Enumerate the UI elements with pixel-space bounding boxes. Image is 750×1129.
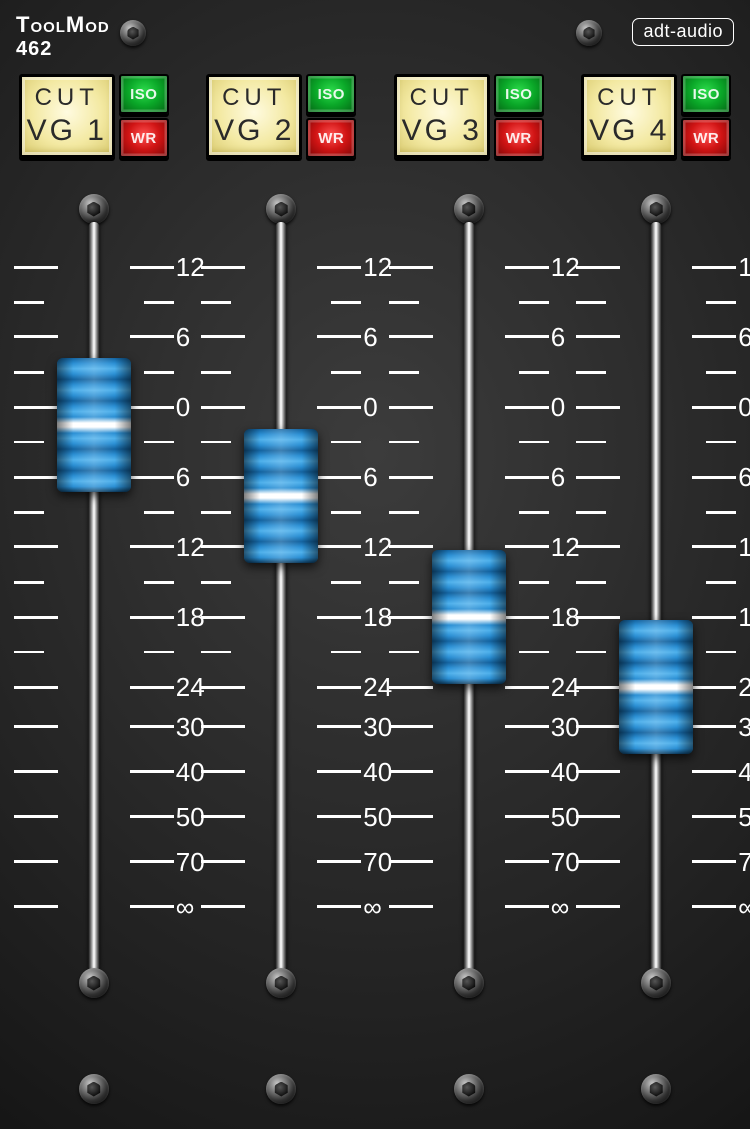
screw-icon <box>266 1074 296 1104</box>
panel-header: ToolMod 462 adt-audio <box>0 8 750 63</box>
screw-icon <box>266 194 296 224</box>
fader-rail <box>276 222 287 972</box>
model-name: ToolMod <box>16 12 110 38</box>
channel-vg3: CUTVG 3ISOWR1260612182430405070∞ <box>375 74 563 1129</box>
screw-icon <box>454 194 484 224</box>
channel-buttons: CUTVG 1ISOWR <box>19 74 169 158</box>
iso-button[interactable]: ISO <box>119 74 169 114</box>
model-number: 462 <box>16 38 110 61</box>
vg-label: VG 3 <box>402 114 482 148</box>
screw-icon <box>79 194 109 224</box>
fader-knob[interactable] <box>244 429 318 563</box>
fader-area: 1260612182430405070∞ <box>188 194 376 1099</box>
side-button-col: ISOWR <box>681 74 731 158</box>
wr-button[interactable]: WR <box>306 118 356 158</box>
channel-buttons: CUTVG 2ISOWR <box>206 74 356 158</box>
scale-label: 50 <box>738 802 750 833</box>
wr-button[interactable]: WR <box>494 118 544 158</box>
iso-button[interactable]: ISO <box>306 74 356 114</box>
vg-label: VG 2 <box>214 114 294 148</box>
company-block: adt-audio <box>632 18 734 46</box>
channel-vg4: CUTVG 4ISOWR1260612182430405070∞ <box>563 74 750 1129</box>
channel-vg1: CUTVG 1ISOWR1260612182430405070∞ <box>0 74 188 1129</box>
cut-label: CUT <box>597 84 661 112</box>
cut-label: CUT <box>410 84 474 112</box>
screw-icon <box>79 968 109 998</box>
scale-label: 0 <box>738 392 750 423</box>
iso-button[interactable]: ISO <box>494 74 544 114</box>
cut-label: CUT <box>222 84 286 112</box>
cut-button[interactable]: CUTVG 2 <box>206 74 302 158</box>
fader-area: 12 6 0 6 12 18 24 30 40 50 70 ∞ <box>563 194 750 1099</box>
screw-icon <box>454 968 484 998</box>
vg-label: VG 1 <box>27 114 107 148</box>
fader-area: 1260612182430405070∞ <box>0 194 188 1099</box>
vg-label: VG 4 <box>589 114 669 148</box>
fader-knob[interactable] <box>619 620 693 754</box>
channel-buttons: CUTVG 4ISOWR <box>581 74 731 158</box>
scale-label: 12 <box>738 532 750 563</box>
scale-label: 30 <box>738 712 750 743</box>
cut-button[interactable]: CUTVG 4 <box>581 74 677 158</box>
side-button-col: ISOWR <box>494 74 544 158</box>
screw-icon <box>641 968 671 998</box>
screw-icon <box>454 1074 484 1104</box>
iso-button[interactable]: ISO <box>681 74 731 114</box>
fader-area: 1260612182430405070∞ <box>375 194 563 1099</box>
fader-rail <box>88 222 99 972</box>
screw-icon <box>79 1074 109 1104</box>
channel-vg2: CUTVG 2ISOWR1260612182430405070∞ <box>188 74 376 1129</box>
cut-button[interactable]: CUTVG 1 <box>19 74 115 158</box>
scale-label: 18 <box>738 602 750 633</box>
screw-icon <box>120 20 146 46</box>
side-button-col: ISOWR <box>306 74 356 158</box>
channel-buttons: CUTVG 3ISOWR <box>394 74 544 158</box>
fader-rail <box>651 222 662 972</box>
cut-button[interactable]: CUTVG 3 <box>394 74 490 158</box>
screw-icon <box>266 968 296 998</box>
wr-button[interactable]: WR <box>681 118 731 158</box>
screw-icon <box>641 194 671 224</box>
scale-label: 6 <box>738 462 750 493</box>
screw-icon <box>576 20 602 46</box>
scale-label: 70 <box>738 847 750 878</box>
company-logo: adt-audio <box>632 18 734 46</box>
scale-label: 40 <box>738 757 750 788</box>
scale-label: 24 <box>738 672 750 703</box>
fader-knob[interactable] <box>432 550 506 684</box>
fader-knob[interactable] <box>57 358 131 492</box>
brand-block: ToolMod 462 <box>16 12 110 61</box>
scale-label: 12 <box>738 252 750 283</box>
side-button-col: ISOWR <box>119 74 169 158</box>
channel-strip-row: CUTVG 1ISOWR1260612182430405070∞CUTVG 2I… <box>0 74 750 1129</box>
wr-button[interactable]: WR <box>119 118 169 158</box>
scale-label: ∞ <box>738 892 750 923</box>
cut-label: CUT <box>35 84 99 112</box>
scale-label: 6 <box>738 322 750 353</box>
screw-icon <box>641 1074 671 1104</box>
